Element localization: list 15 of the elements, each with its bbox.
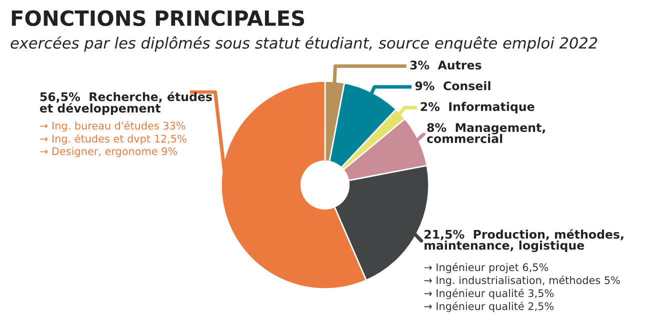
text: → Ing. bureau d'études 33% [40, 121, 186, 132]
text: → Ing. industrialisation, méthodes 5% [424, 276, 620, 286]
text: → Ing. études et dvpt 12,5% [40, 134, 186, 145]
chart-subtitle: exercées par les diplômés sous statut étudiant, source enquête emploi 2022 [10, 36, 598, 52]
slice-label: 2% Informatique [420, 102, 534, 114]
text: → Ingénieur projet 6,5% [424, 262, 548, 274]
slice-label: 21,5% Production, méthodes, maintenance, logistique [424, 229, 624, 252]
slice-label: 3% Autres [410, 60, 482, 70]
text: → Ingénieur qualité 2,5% [424, 302, 554, 312]
text: → Ingénieur qualité 3,5% [424, 288, 554, 300]
chart-title: FONCTIONS PRINCIPALES [12, 10, 304, 26]
slice-label: 9% Conseil [415, 81, 490, 90]
slice-label: 8% Management, commercial [427, 123, 545, 144]
text: → Designer, ergonome 9% [40, 147, 178, 158]
slice-label: 56,5% Recherche, études et développement [40, 92, 212, 115]
